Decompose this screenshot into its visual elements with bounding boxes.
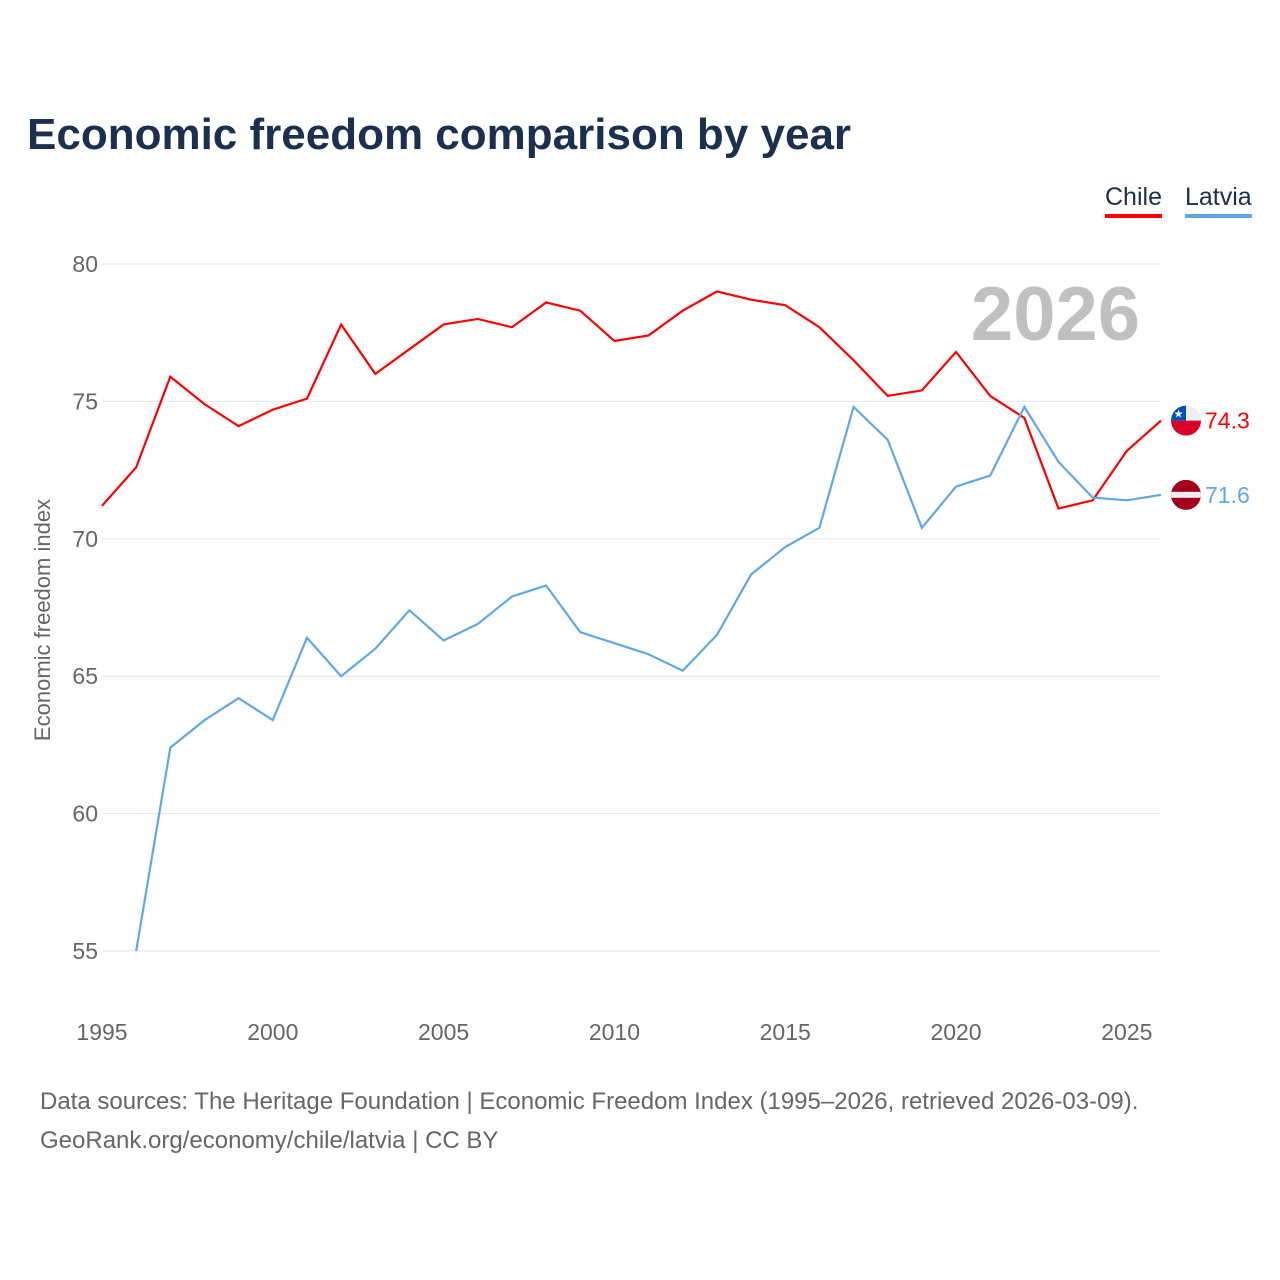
year-watermark: 2026 [971, 272, 1140, 357]
y-tick-label: 70 [72, 526, 98, 552]
y-tick-label: 80 [72, 251, 98, 277]
line-chart: 2026 55 60 65 70 75 80 1995 2000 2005 2010 2015 202… [30, 251, 1250, 1045]
footer-credit: GeoRank.org/economy/chile/latvia | CC BY [40, 1127, 499, 1154]
flag-star: ★ [1174, 409, 1184, 421]
x-tick-label: 2025 [1101, 1019, 1152, 1045]
y-tick-label: 75 [72, 388, 98, 414]
y-axis-label: Economic freedom index [30, 499, 55, 741]
x-tick-label: 2005 [418, 1019, 469, 1045]
y-tick-label: 60 [72, 801, 98, 827]
legend-latvia[interactable]: Latvia [1185, 183, 1252, 218]
end-value-label: 74.3 [1205, 408, 1250, 434]
x-tick-label: 2020 [930, 1019, 981, 1045]
end-value-label: 71.6 [1205, 482, 1250, 508]
x-tick-label: 2015 [760, 1019, 811, 1045]
x-tick-label: 1995 [76, 1019, 127, 1045]
series-line-latvia [135, 404, 1162, 952]
x-tick-label: 2010 [589, 1019, 640, 1045]
legend-chile[interactable]: Chile [1105, 183, 1162, 218]
x-tick-label: 2000 [247, 1019, 298, 1045]
chile-flag-icon: ★ [1171, 405, 1201, 436]
y-tick-label: 55 [72, 938, 98, 964]
series-line-chile [101, 290, 1162, 510]
y-tick-label: 65 [72, 663, 98, 689]
flag-red [1171, 420, 1201, 436]
latvia-flag-icon [1171, 479, 1201, 510]
chart-title: Economic freedom comparison by year [27, 110, 852, 159]
footer-sources: Data sources: The Heritage Foundation | … [40, 1088, 1139, 1115]
flag-white [1171, 491, 1201, 498]
